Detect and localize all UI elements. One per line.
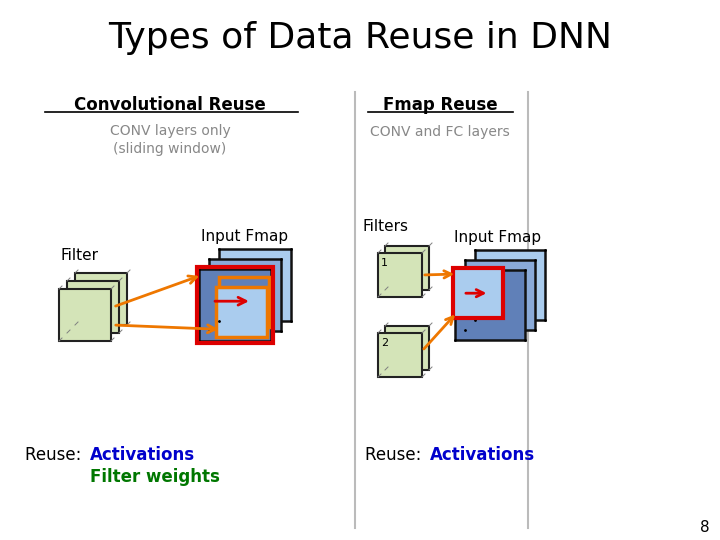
Text: Convolutional Reuse: Convolutional Reuse	[74, 96, 266, 114]
Bar	[385, 326, 429, 370]
Text: Input Fmap: Input Fmap	[454, 230, 541, 245]
Bar	[455, 270, 525, 340]
Text: 2: 2	[381, 338, 388, 348]
Text: Reuse:: Reuse:	[25, 446, 86, 464]
Text: Fmap Reuse: Fmap Reuse	[383, 96, 498, 114]
Bar	[219, 249, 291, 321]
Text: 1: 1	[381, 258, 388, 268]
Text: Filter weights: Filter weights	[90, 468, 220, 486]
Text: Activations: Activations	[90, 446, 195, 464]
Bar	[219, 277, 269, 327]
Bar	[465, 260, 535, 330]
Bar	[378, 333, 422, 377]
Text: Types of Data Reuse in DNN: Types of Data Reuse in DNN	[108, 21, 612, 55]
Bar	[209, 259, 281, 331]
Text: Activations: Activations	[430, 446, 535, 464]
Bar	[378, 253, 422, 297]
Bar	[453, 268, 503, 319]
Bar	[59, 289, 111, 341]
Text: Filter: Filter	[61, 248, 99, 263]
Text: CONV layers only
(sliding window): CONV layers only (sliding window)	[109, 124, 230, 156]
Bar	[475, 250, 545, 320]
Bar	[197, 267, 273, 343]
Bar	[199, 269, 271, 341]
Text: CONV and FC layers: CONV and FC layers	[370, 125, 510, 139]
Text: Filters: Filters	[362, 219, 408, 234]
Text: Reuse:: Reuse:	[365, 446, 427, 464]
Bar	[75, 273, 127, 325]
Bar	[385, 246, 429, 290]
Bar	[67, 281, 119, 333]
Text: 8: 8	[700, 521, 710, 536]
Text: Input Fmap: Input Fmap	[202, 229, 289, 244]
Bar	[216, 287, 266, 338]
